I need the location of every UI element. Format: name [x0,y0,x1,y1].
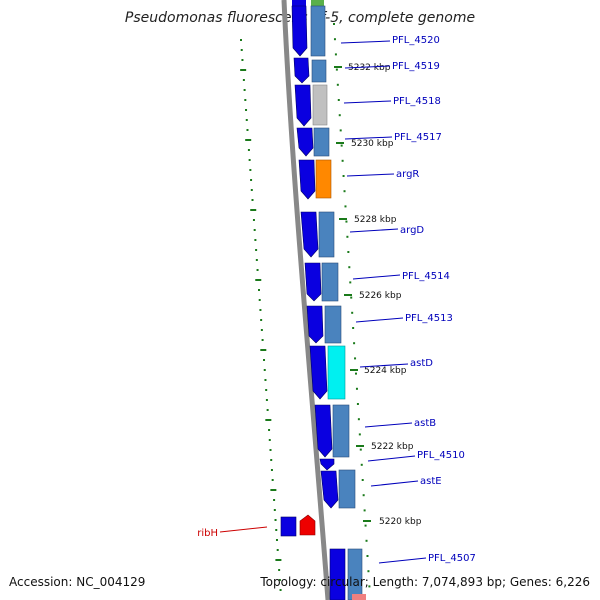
gene-label: PFL_4514 [402,271,450,282]
gene-block [318,211,335,258]
genome-backbone [281,0,331,600]
gene-block [313,127,330,157]
gene-block [280,516,297,537]
genome-summary-text: Topology: circular; Length: 7,074,893 bp… [260,575,590,589]
gene-label: astD [410,358,433,369]
gene-label: PFL_4513 [405,313,453,324]
scale-minor-ticks [333,23,371,588]
gene-arrow [309,345,328,400]
gene-arrow [293,57,310,84]
gene-label: PFL_4517 [394,132,442,143]
gene-label: PFL_4519 [392,61,440,72]
gene-block [332,404,350,458]
scale-label: 5224 kbp [364,366,407,376]
accession-text: Accession: NC_004129 [9,575,146,589]
gene-arrow [306,305,324,344]
scale-track: 5232 kbp 5230 kbp 5228 kbp 5226 kbp 5224… [334,63,422,527]
gc-content-track [240,39,282,591]
gene-block [312,84,328,126]
top-gene-strip [292,0,306,6]
gene-block [329,548,346,600]
scale-label: 5230 kbp [351,139,394,149]
gene-arrow [294,84,312,127]
scale-label: 5228 kbp [354,215,397,225]
scale-label: 5226 kbp [359,291,402,301]
gene-label-lines [340,40,427,564]
gene-arrow [319,458,335,471]
gene-label: PFL_4520 [392,35,440,46]
gene-label: argD [400,225,424,236]
gene-block [311,59,327,83]
gene-label: PFL_4518 [393,96,441,107]
gene-label: PFL_4510 [417,450,465,461]
gene-label: PFL_4507 [428,553,476,564]
scale-label: 5222 kbp [371,442,414,452]
reverse-strand [310,5,366,600]
scale-label: 5232 kbp [348,63,391,73]
ribh-label: ribH [197,528,218,539]
top-gene-strip-2 [311,0,324,6]
gene-label: astB [414,418,436,429]
gene-block [315,159,332,199]
gene-block [321,262,339,302]
gene-block [352,594,366,600]
gene-labels: PFL_4520 PFL_4519 PFL_4518 PFL_4517 argR… [392,35,476,564]
forward-strand [291,5,346,600]
gene-label: argR [396,169,419,180]
gene-block [338,469,356,509]
gene-label: astE [420,476,442,487]
gene-block [347,548,363,600]
gene-arrow [314,404,333,458]
scale-label: 5220 kbp [379,517,422,527]
gene-arrow [320,470,339,509]
gene-arrow [298,159,316,200]
gene-arrow [291,5,308,57]
gene-block [324,305,342,344]
gene-block [310,5,326,57]
gene-arrow [296,127,314,157]
gene-arrow [304,262,322,302]
gene-block [327,345,346,400]
gene-arrow [300,211,319,258]
gene-arrow [299,514,316,536]
ribh-region: ribH [197,514,316,539]
ribh-label-line [219,526,268,533]
